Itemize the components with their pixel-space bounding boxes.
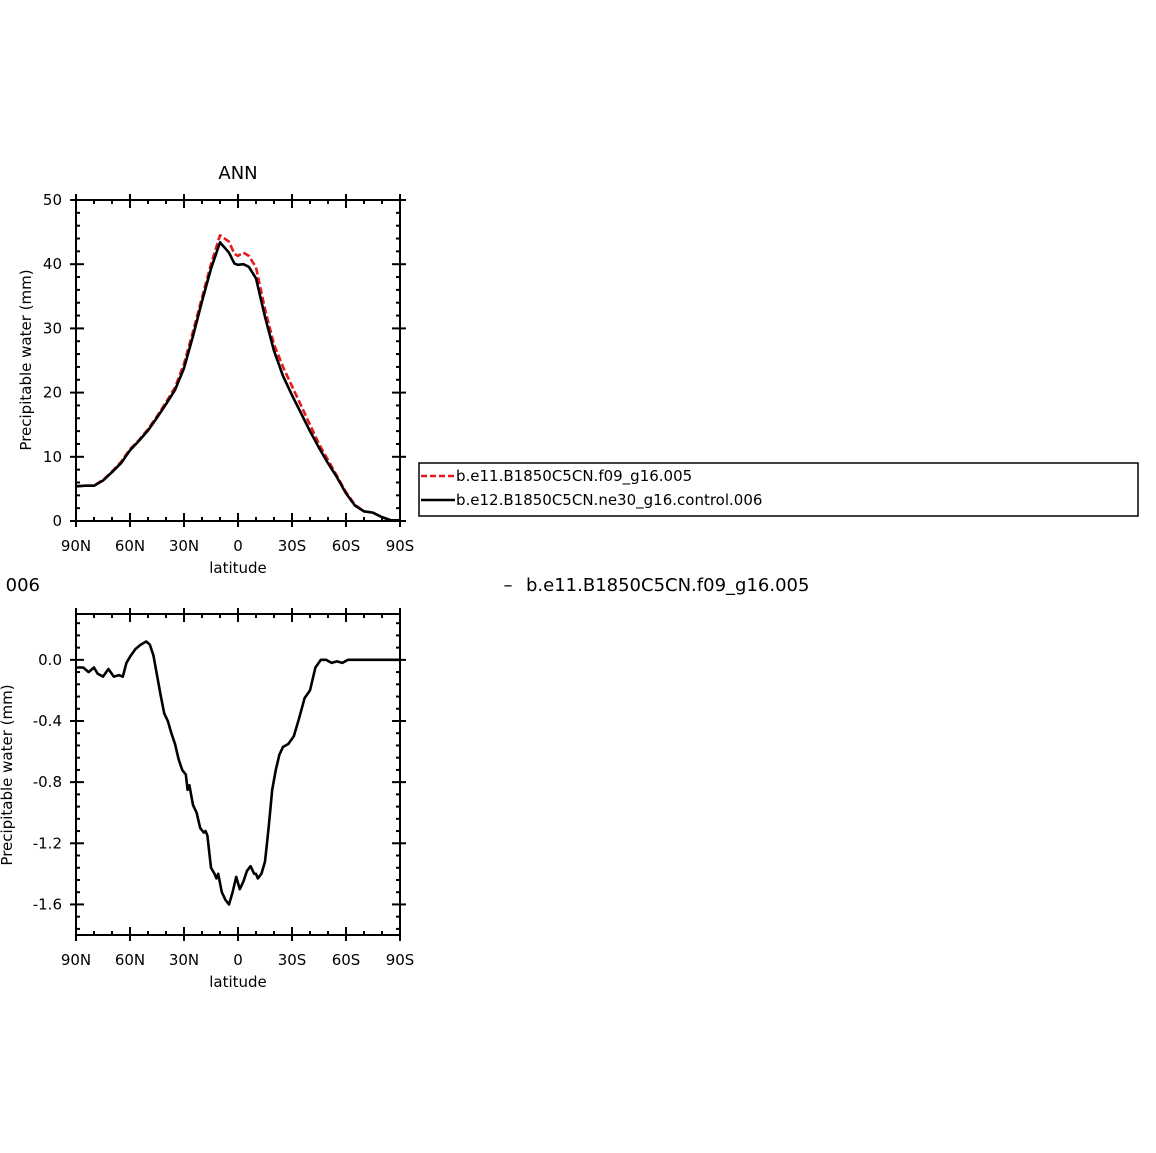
series-line-0-1 [75, 241, 400, 522]
x-tick-label-0: 60N [115, 537, 145, 555]
y-tick-label-1: -0.4 [33, 712, 62, 730]
panel-2-title: b.e11.B1850C5CN.f09_g16.005 [526, 575, 809, 596]
panel-1-ylabel: Precipitable water (mm) [17, 269, 35, 450]
x-tick-label-0: 0 [233, 537, 243, 555]
legend: b.e11.B1850C5CN.f09_g16.005 b.e12.B1850C… [418, 462, 1139, 517]
y-tick-label-0: 50 [43, 191, 62, 209]
legend-box [418, 462, 1139, 517]
panel-annual-mean: ANN 90N 60N 30N 0 30S 60S 90S 0 10 20 30 40 50 latit… [17, 163, 414, 577]
y-tick-label-1: -1.6 [33, 895, 62, 913]
y-tick-label-0: 10 [43, 448, 62, 466]
panel-2-left-title: 006 [6, 575, 40, 596]
x-tick-label-1: 30N [169, 951, 199, 969]
panel-1-title: ANN [218, 163, 257, 184]
panel-1-xlabel: latitude [209, 559, 267, 577]
y-tick-label-1: -0.8 [33, 773, 62, 791]
panel-1-frame [75, 199, 401, 522]
panel-2-title-prefix: – [504, 575, 513, 596]
y-tick-label-0: 30 [43, 319, 62, 337]
y-tick-label-0: 0 [52, 512, 62, 530]
panel-2-xlabel: latitude [209, 973, 267, 991]
x-tick-label-0: 30S [278, 537, 307, 555]
x-tick-label-1: 0 [233, 951, 243, 969]
series-line-1-0 [76, 640, 400, 906]
y-tick-label-0: 20 [43, 384, 62, 402]
x-tick-label-0: 90N [61, 537, 91, 555]
x-tick-label-1: 30S [278, 951, 307, 969]
y-tick-label-1: 0.0 [38, 651, 62, 669]
legend-entry-f09: b.e11.B1850C5CN.f09_g16.005 [456, 467, 692, 486]
panel-2-ylabel: Precipitable water (mm) [0, 684, 16, 865]
x-tick-label-0: 30N [169, 537, 199, 555]
x-tick-label-1: 90S [386, 951, 415, 969]
x-tick-label-1: 60S [332, 951, 361, 969]
panel-difference: 006 – b.e11.B1850C5CN.f09_g16.005 90N 60N… [0, 575, 809, 991]
y-tick-label-1: -1.2 [33, 834, 62, 852]
x-tick-label-1: 90N [61, 951, 91, 969]
x-tick-label-0: 60S [332, 537, 361, 555]
legend-entry-control: b.e12.B1850C5CN.ne30_g16.control.006 [456, 491, 762, 510]
x-tick-label-1: 60N [115, 951, 145, 969]
series-line-0-0 [75, 234, 400, 522]
y-tick-label-0: 40 [43, 255, 62, 273]
x-tick-label-0: 90S [386, 537, 415, 555]
